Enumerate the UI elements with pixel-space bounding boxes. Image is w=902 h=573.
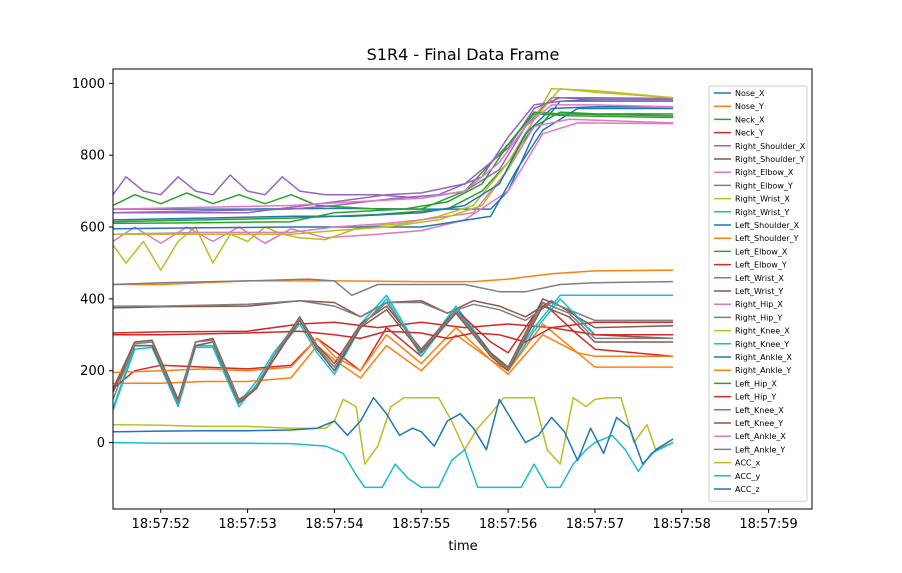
series-line-right-knee-y bbox=[113, 298, 674, 411]
legend-entry: Right_Elbow_X bbox=[735, 168, 794, 177]
legend-entry: Right_Shoulder_X bbox=[735, 142, 806, 151]
series-line-right-ankle-y bbox=[113, 323, 674, 374]
series-line-left-ankle-y bbox=[113, 301, 674, 404]
y-tick-label: 400 bbox=[80, 292, 105, 307]
series-line-left-shoulder-x bbox=[113, 107, 674, 230]
x-axis: 18:57:52 18:57:53 18:57:54 18:57:55 18:57:56… bbox=[132, 509, 798, 532]
legend-entry: Right_Shoulder_Y bbox=[735, 155, 805, 164]
legend-entry: Nose_Y bbox=[735, 102, 764, 111]
y-tick-label: 600 bbox=[80, 221, 105, 236]
series-line-right-knee-x bbox=[113, 88, 674, 235]
series-line-right-ankle-x bbox=[113, 105, 674, 221]
series-line-right-elbow-y bbox=[113, 278, 674, 297]
x-tick-label: 18:57:55 bbox=[392, 517, 450, 532]
x-tick-label: 18:57:53 bbox=[218, 517, 276, 532]
series-line-left-hip-y bbox=[113, 326, 674, 343]
series-line-left-ankle-x bbox=[113, 104, 674, 210]
legend-entry: Left_Wrist_X bbox=[735, 274, 784, 283]
series-line-right-hip-y bbox=[113, 299, 674, 322]
legend-entry: ACC_z bbox=[735, 485, 760, 494]
legend-entry: Right_Ankle_Y bbox=[735, 366, 791, 375]
x-tick-label: 18:57:54 bbox=[305, 517, 363, 532]
series-line-right-shoulder-x bbox=[113, 96, 674, 200]
x-tick-label: 18:57:56 bbox=[479, 517, 537, 532]
legend-entry: Left_Elbow_X bbox=[735, 247, 788, 256]
legend-entry: Nose_X bbox=[735, 89, 765, 98]
y-axis: 0 200 400 600 800 1000 bbox=[72, 77, 113, 451]
x-tick-label: 18:57:59 bbox=[739, 517, 797, 532]
series-line-left-wrist-x bbox=[113, 96, 674, 214]
legend-entry: ACC_x bbox=[735, 459, 761, 468]
legend-entry: Right_Wrist_Y bbox=[735, 208, 789, 217]
y-tick-label: 200 bbox=[80, 364, 105, 379]
series-line-acc-z bbox=[113, 396, 674, 465]
legend-entry: Right_Ankle_X bbox=[735, 353, 792, 362]
series-line-acc-y bbox=[113, 434, 674, 489]
legend-entry: Neck_X bbox=[735, 115, 765, 124]
legend-entry: Right_Elbow_Y bbox=[735, 181, 793, 190]
legend-entry: Neck_Y bbox=[735, 129, 764, 138]
legend-entry: Left_Hip_X bbox=[735, 379, 777, 388]
x-tick-label: 18:57:57 bbox=[566, 517, 624, 532]
series-line-nose-y bbox=[113, 269, 674, 286]
y-tick-label: 0 bbox=[97, 436, 105, 451]
legend-entry: Left_Knee_Y bbox=[735, 419, 783, 428]
x-axis-label: time bbox=[448, 539, 477, 554]
legend-entry: Left_Wrist_Y bbox=[735, 287, 783, 296]
legend-entry: Left_Shoulder_X bbox=[735, 221, 800, 230]
legend-entry: Right_Wrist_X bbox=[735, 195, 790, 204]
legend-entry: Left_Knee_X bbox=[735, 406, 784, 415]
legend: Nose_X Nose_Y Neck_X Neck_Y Right_Shoulder_X… bbox=[708, 85, 808, 502]
legend-entry: Right_Hip_X bbox=[735, 300, 783, 309]
chart-title: S1R4 - Final Data Frame bbox=[367, 45, 560, 64]
series-line-right-hip-x bbox=[113, 118, 674, 235]
legend-entry: Left_Hip_Y bbox=[735, 393, 776, 402]
x-tick-label: 18:57:58 bbox=[653, 517, 711, 532]
legend-entry: Left_Elbow_Y bbox=[735, 261, 787, 270]
y-tick-label: 1000 bbox=[72, 77, 105, 92]
legend-entry: Right_Knee_Y bbox=[735, 340, 789, 349]
series-line-left-shoulder-y bbox=[113, 334, 674, 385]
legend-entry: Left_Shoulder_Y bbox=[735, 234, 799, 243]
legend-entry: Right_Knee_X bbox=[735, 327, 790, 336]
legend-entry: Left_Ankle_X bbox=[735, 432, 786, 441]
legend-entry: Left_Ankle_Y bbox=[735, 445, 785, 454]
plot-lines bbox=[113, 88, 674, 489]
plot-frame bbox=[112, 68, 813, 510]
legend-box bbox=[708, 85, 808, 502]
legend-entry: ACC_y bbox=[735, 472, 761, 481]
series-line-acc-x bbox=[113, 396, 674, 465]
x-tick-label: 18:57:52 bbox=[132, 517, 190, 532]
y-tick-label: 800 bbox=[80, 149, 105, 164]
legend-entry: Right_Hip_Y bbox=[735, 313, 782, 322]
